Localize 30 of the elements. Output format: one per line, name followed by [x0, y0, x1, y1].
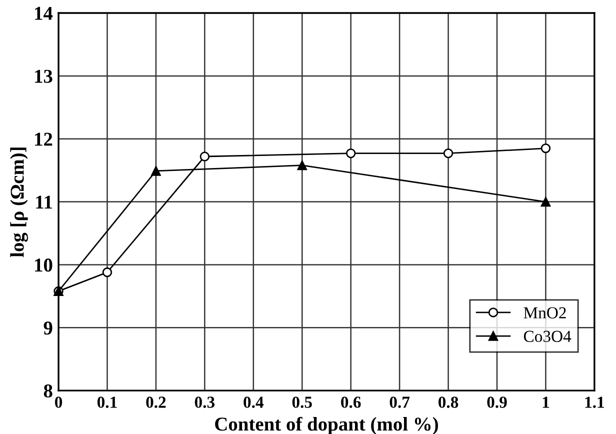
y-tick-label: 13	[35, 70, 52, 83]
legend-label: Co3O4	[524, 330, 572, 342]
y-tick-label: 9	[44, 322, 52, 335]
y-tick-label: 14	[35, 6, 53, 20]
x-tick-label: 0.7	[390, 396, 410, 408]
x-tick-label: 1.1	[585, 396, 604, 408]
x-tick-label: 0.3	[194, 396, 215, 408]
legend-label: MnO2	[524, 307, 566, 318]
y-tick-label: 10	[35, 258, 52, 272]
y-tick-label: 11	[36, 196, 52, 209]
point	[297, 160, 307, 170]
point	[443, 148, 454, 158]
point	[102, 267, 112, 278]
x-tick-label: 0.1	[97, 396, 117, 408]
x-tick-label: 0.8	[438, 396, 458, 408]
point	[540, 196, 551, 207]
x-tick-label: 0.2	[146, 396, 166, 408]
x-tick-label: 1	[542, 396, 550, 408]
y-tick-label: 12	[35, 132, 52, 146]
point	[200, 152, 210, 162]
point	[540, 143, 551, 154]
x-tick-label: 0.6	[341, 396, 361, 408]
x-tick-label: 0.9	[487, 396, 507, 408]
point	[151, 166, 161, 176]
x-tick-label: 0	[54, 396, 62, 408]
y-tick-label: 8	[44, 384, 52, 398]
x-tick-label: 0.5	[292, 396, 312, 408]
x-tick-label: 0.4	[244, 396, 264, 408]
y-axis-title: log [ρ (Ωcm)]	[10, 148, 28, 258]
point	[346, 148, 356, 158]
